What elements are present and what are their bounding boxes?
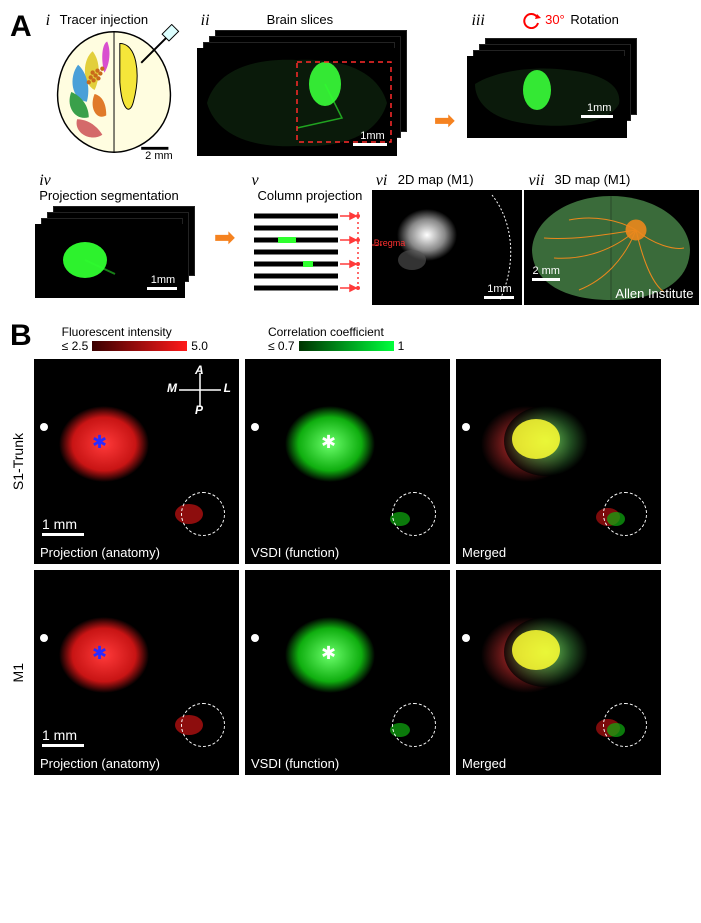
bregma-dot <box>462 423 470 431</box>
allen-credit: Allen Institute <box>615 286 693 301</box>
roi-circle <box>181 492 225 536</box>
cb-fl-max: 5.0 <box>191 339 208 353</box>
cell-caption: VSDI (function) <box>251 756 339 771</box>
panel-a-i: i Tracer injection <box>42 10 187 160</box>
panel-b-grid: S1-Trunk ✱ Projection (anatomy) 1 mm APML ✱ VS… <box>10 359 691 775</box>
panel-b-cell: ✱ VSDI (function) <box>245 570 450 775</box>
scalebar-iv: 1mm <box>151 274 175 286</box>
scalebar-iii: 1mm <box>587 102 611 114</box>
cb-cc-title: Correlation coefficient <box>268 325 404 339</box>
scalebar <box>42 744 84 747</box>
row-label: M1 <box>10 663 28 682</box>
scalebar-ii-bar <box>353 143 387 146</box>
roi-circle <box>392 703 436 747</box>
arrow-1: ➡ <box>434 105 456 136</box>
panel-b-cell: ✱ VSDI (function) <box>245 359 450 564</box>
bregma-dot <box>251 423 259 431</box>
bregma-dot <box>462 634 470 642</box>
cb-fl-title: Fluorescent intensity <box>62 325 208 339</box>
label-ii: Brain slices <box>267 12 333 27</box>
bregma-dot <box>40 423 48 431</box>
roi-circle <box>392 492 436 536</box>
center-marker: ✱ <box>321 644 336 662</box>
compass: APML <box>173 367 227 413</box>
panel-a-iv: iv Projection segmentation 1mm <box>35 170 202 305</box>
roman-iii: iii <box>471 12 484 30</box>
seg-front: 1mm <box>35 224 185 298</box>
scalebar-vii-bar <box>532 278 560 281</box>
cb-cc-bar <box>299 341 394 351</box>
panel-b-row: S1-Trunk ✱ Projection (anatomy) 1 mm APML ✱ VS… <box>10 359 691 564</box>
scalebar-ii: 1mm <box>360 130 384 142</box>
colorbar-correlation: Correlation coefficient ≤ 0.7 1 <box>268 325 404 353</box>
roi-circle <box>603 492 647 536</box>
scalebar-iv-bar <box>147 287 177 290</box>
panel-a-v: v Column projection <box>248 170 362 305</box>
angle-iii: 30° <box>545 12 565 27</box>
map3d: 2 mm Allen Institute <box>524 190 699 305</box>
row-label: S1-Trunk <box>10 433 28 490</box>
figure: A i Tracer injection <box>10 10 691 775</box>
panel-b: B Fluorescent intensity ≤ 2.5 5.0 Correl… <box>10 319 691 775</box>
label-iv: Projection segmentation <box>39 188 178 203</box>
roman-ii: ii <box>201 12 210 30</box>
center-marker: ✱ <box>92 433 107 451</box>
center-marker: ✱ <box>92 644 107 662</box>
panel-b-cell: Merged <box>456 359 661 564</box>
slice-front: 1mm <box>197 48 397 156</box>
panel-b-cell: ✱ Projection (anatomy) 1 mm <box>34 570 239 775</box>
cell-caption: VSDI (function) <box>251 545 339 560</box>
scalebar-iii-bar <box>581 115 613 118</box>
brain-top-schematic <box>42 24 187 160</box>
rot-front: 1mm <box>467 56 627 138</box>
scalebar-text: 1 mm <box>42 516 77 532</box>
panel-b-cell: ✱ Projection (anatomy) 1 mm APML <box>34 359 239 564</box>
panel-a: A i Tracer injection <box>10 10 691 305</box>
panel-a-iii: iii 30° Rotation <box>467 10 652 160</box>
scalebar-vi: 1mm <box>487 283 511 295</box>
label-vii: 3D map (M1) <box>554 172 630 187</box>
panel-a-vi: vi 2D map (M1) Bregma 1mm <box>372 170 515 305</box>
bregma-dot <box>40 634 48 642</box>
scalebar <box>42 533 84 536</box>
bregma-dot <box>251 634 259 642</box>
center-marker: ✱ <box>321 433 336 451</box>
cb-fl-min: ≤ 2.5 <box>62 339 89 353</box>
panel-b-letter: B <box>10 319 32 353</box>
cb-cc-min: ≤ 0.7 <box>268 339 295 353</box>
cell-caption: Merged <box>462 756 506 771</box>
label-iii: 30° Rotation <box>523 12 618 29</box>
cb-cc-max: 1 <box>398 339 405 353</box>
cell-caption: Merged <box>462 545 506 560</box>
scalebar-vii: 2 mm <box>532 265 560 277</box>
scalebar-i: 2 mm <box>145 150 173 162</box>
scalebar-vi-bar <box>484 296 514 299</box>
map2d: Bregma 1mm <box>372 190 522 305</box>
rot-word: Rotation <box>570 12 618 27</box>
arrow-2: ➡ <box>214 222 236 253</box>
label-v: Column projection <box>258 188 363 203</box>
panel-b-row: M1 ✱ Projection (anatomy) 1 mm ✱ VSDI (functi… <box>10 570 691 775</box>
scalebar-text: 1 mm <box>42 727 77 743</box>
roi-circle <box>603 703 647 747</box>
panel-a-ii: ii Brain slices 1mm <box>197 10 422 160</box>
cell-caption: Projection (anatomy) <box>40 545 160 560</box>
cb-fl-bar <box>92 341 187 351</box>
roi-circle <box>181 703 225 747</box>
cell-caption: Projection (anatomy) <box>40 756 160 771</box>
panel-a-vii: vii 3D map (M1) 2 mm <box>524 170 691 305</box>
roman-vii: vii <box>528 172 544 190</box>
colorbar-fluorescent: Fluorescent intensity ≤ 2.5 5.0 <box>62 325 208 353</box>
panel-a-letter: A <box>10 10 32 44</box>
label-vi: 2D map (M1) <box>398 172 474 187</box>
column-proj-svg <box>248 206 368 306</box>
bregma-label: Bregma <box>374 238 406 248</box>
panel-b-cell: Merged <box>456 570 661 775</box>
roman-vi: vi <box>376 172 388 190</box>
